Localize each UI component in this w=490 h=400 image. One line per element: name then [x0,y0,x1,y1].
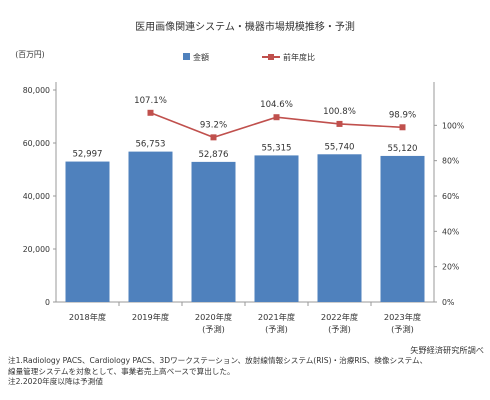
y-left-tick-label: 0 [45,298,50,307]
legend-swatch-bar [183,53,190,60]
y-right-tick-label: 0% [442,298,454,307]
x-category-label: (予測) [265,324,288,334]
footnote-2: 線量管理システムを対象として、事業者売上高ベースで算出した。 [8,366,235,376]
y-right-tick-label: 60% [442,192,459,201]
bar-value-label: 52,876 [198,150,228,160]
y-right-tick-label: 20% [442,263,459,272]
line-point [336,120,343,127]
x-category-label: 2018年度 [69,312,106,322]
bar-value-label: 52,997 [72,150,102,160]
bar [380,155,425,302]
line-point [399,124,406,131]
line-value-label: 107.1% [134,96,167,106]
x-category-label: (予測) [391,324,414,334]
source-note: 矢野経済研究所調べ [410,345,484,355]
line-point [147,109,154,116]
legend: 金額 前年度比 [183,52,315,62]
footnotes: 注1.Radiology PACS、Cardiology PACS、3Dワークス… [8,356,486,388]
x-category-label: 2021年度 [258,312,295,322]
bar-value-label: 55,315 [261,143,291,153]
x-category-label: (予測) [202,324,225,334]
x-category-label: 2023年度 [384,312,421,322]
bar [254,155,299,302]
y-left-tick-label: 60,000 [23,139,50,148]
y-left-tick-label: 40,000 [23,192,50,201]
line-value-label: 104.6% [260,100,293,110]
x-category-label: (予測) [328,324,351,334]
bar [65,161,110,302]
bar [128,151,173,302]
legend-label-line: 前年度比 [283,52,315,62]
legend-swatch-marker [268,54,274,60]
y-left-tick-label: 20,000 [23,245,50,254]
bar-value-label: 56,753 [135,140,165,150]
bar [317,154,362,302]
y-right-tick-label: 80% [442,157,459,166]
footnote-1: 注1.Radiology PACS、Cardiology PACS、3Dワークス… [8,356,428,365]
y-left-tick-label: 80,000 [23,86,50,95]
bar-value-label: 55,740 [324,142,354,152]
left-axis-unit: (百万円) [15,50,44,59]
line-point [273,114,280,121]
bar-value-label: 55,120 [387,144,417,154]
line-value-label: 100.8% [323,107,356,117]
bar [191,161,236,302]
footnote-3: 注2.2020年度以降は予測値 [8,377,103,387]
y-right-tick-label: 100% [442,121,464,130]
x-category-label: 2020年度 [195,312,232,322]
chart-title: 医用画像関連システム・機器市場規模推移・予測 [135,20,355,33]
legend-label-bar: 金額 [193,52,209,62]
line-value-label: 98.9% [389,110,416,120]
line-value-label: 93.2% [200,120,227,130]
x-category-label: 2022年度 [321,312,358,322]
line-point [210,134,217,141]
y-right-tick-label: 40% [442,227,459,236]
x-category-label: 2019年度 [132,312,169,322]
